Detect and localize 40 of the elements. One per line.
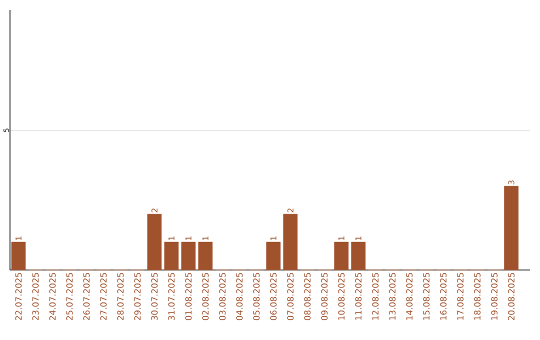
x-tick-label: 16.08.2025 (440, 272, 447, 320)
x-tick-label: 02.08.2025 (202, 272, 209, 320)
x-tick-label: 04.08.2025 (236, 272, 243, 320)
x-tick-label: 24.07.2025 (49, 272, 56, 320)
x-tick-label: 22.07.2025 (15, 272, 22, 320)
bar (198, 242, 213, 270)
x-tick-label: 06.08.2025 (270, 272, 277, 320)
x-tick-label: 11.08.2025 (355, 272, 362, 320)
x-tick-label: 30.07.2025 (151, 272, 158, 320)
x-tick-label: 29.07.2025 (134, 272, 141, 320)
bar (266, 242, 281, 270)
x-tick-label: 19.08.2025 (491, 272, 498, 320)
x-tick-label: 28.07.2025 (117, 272, 124, 320)
x-tick-label: 23.07.2025 (32, 272, 39, 320)
x-tick-label: 20.08.2025 (508, 272, 515, 320)
bar (164, 242, 179, 270)
bar (181, 242, 196, 270)
x-tick-label: 09.08.2025 (321, 272, 328, 320)
x-tick-label: 13.08.2025 (389, 272, 396, 320)
x-tick-label: 14.08.2025 (406, 272, 413, 320)
x-tick-label: 18.08.2025 (474, 272, 481, 320)
x-tick-label: 15.08.2025 (423, 272, 430, 320)
bar (283, 214, 298, 270)
bar (351, 242, 366, 270)
bar (147, 214, 162, 270)
x-tick-label: 17.08.2025 (457, 272, 464, 320)
x-tick-label: 25.07.2025 (66, 272, 73, 320)
x-tick-label: 08.08.2025 (304, 272, 311, 320)
bar (504, 186, 518, 270)
x-tick-label: 26.07.2025 (83, 272, 90, 320)
bar (11, 242, 26, 270)
x-tick-label: 27.07.2025 (100, 272, 107, 320)
x-tick-label: 10.08.2025 (338, 272, 345, 320)
bar (334, 242, 349, 270)
x-tick-label: 12.08.2025 (372, 272, 379, 320)
x-tick-label: 31.07.2025 (168, 272, 175, 320)
x-tick-label: 03.08.2025 (219, 272, 226, 320)
x-tick-label: 07.08.2025 (287, 272, 294, 320)
x-tick-label: 01.08.2025 (185, 272, 192, 320)
x-tick-label: 05.08.2025 (253, 272, 260, 320)
